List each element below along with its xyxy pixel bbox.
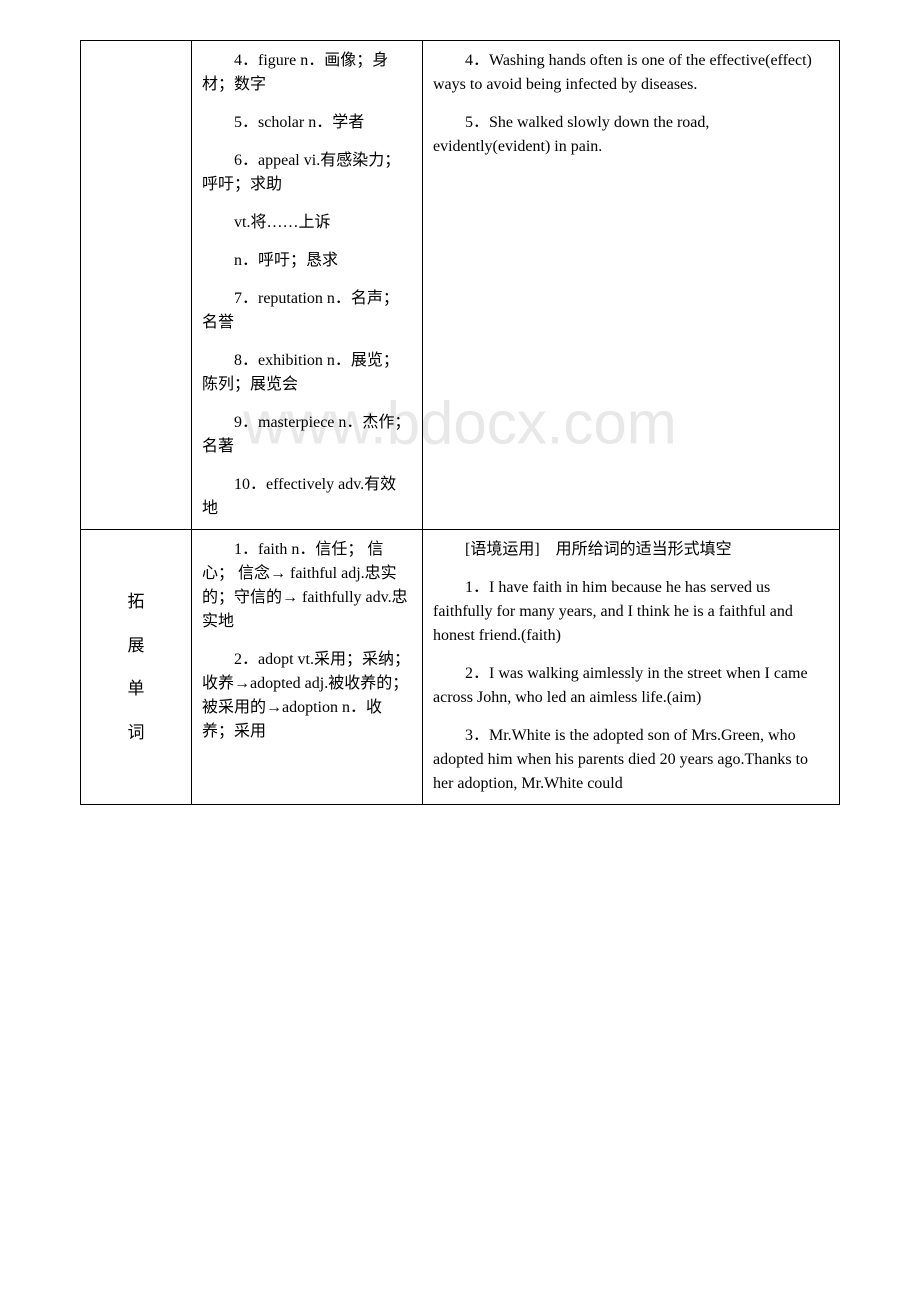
vocab-item: 9．masterpiece n．杰作；名著 (202, 411, 412, 459)
exercise-item: 2．I was walking aimlessly in the street … (433, 662, 829, 710)
vocab-cell: 1．faith n．信任； 信心； 信念→ faithful adj.忠实的；守… (192, 530, 423, 805)
vocab-item: 5．scholar n．学者 (202, 111, 412, 135)
label-char: 拓 (91, 589, 181, 615)
vocab-item: 1．faith n．信任； 信心； 信念→ faithful adj.忠实的；守… (202, 538, 412, 634)
exercise-item: 4．Washing hands often is one of the effe… (433, 49, 829, 97)
exercise-cell: [语境运用] 用所给词的适当形式填空 1．I have faith in him… (423, 530, 840, 805)
exercise-header: [语境运用] 用所给词的适当形式填空 (433, 538, 829, 562)
exercise-cell: 4．Washing hands often is one of the effe… (423, 41, 840, 530)
vocab-item: 4．figure n．画像；身材；数字 (202, 49, 412, 97)
label-char: 单 (91, 676, 181, 702)
vocab-cell: 4．figure n．画像；身材；数字 5．scholar n．学者 6．app… (192, 41, 423, 530)
exercise-item: 5．She walked slowly down the road, evide… (433, 111, 829, 159)
vocab-item: 8．exhibition n．展览；陈列；展览会 (202, 349, 412, 397)
label-char: 词 (91, 720, 181, 746)
row-label-cell (81, 41, 192, 530)
table-row: 拓 展 单 词 1．faith n．信任； 信心； 信念→ faithful a… (81, 530, 840, 805)
table-row: 4．figure n．画像；身材；数字 5．scholar n．学者 6．app… (81, 41, 840, 530)
vocab-table: 4．figure n．画像；身材；数字 5．scholar n．学者 6．app… (80, 40, 840, 805)
vocab-item: vt.将……上诉 (202, 211, 412, 235)
row-label-cell: 拓 展 单 词 (81, 530, 192, 805)
exercise-item: 3．Mr.White is the adopted son of Mrs.Gre… (433, 724, 829, 796)
label-char: 展 (91, 633, 181, 659)
exercise-item: 1．I have faith in him because he has ser… (433, 576, 829, 648)
vocab-item: 6．appeal vi.有感染力；呼吁；求助 (202, 149, 412, 197)
vocab-item: 7．reputation n．名声；名誉 (202, 287, 412, 335)
vocab-item: n．呼吁；恳求 (202, 249, 412, 273)
vocab-item: 2．adopt vt.采用；采纳；收养→adopted adj.被收养的；被采用… (202, 648, 412, 744)
vocab-item: 10．effectively adv.有效地 (202, 473, 412, 521)
page: www.bdocx.com 4．figure n．画像；身材；数字 5．scho… (0, 0, 920, 845)
